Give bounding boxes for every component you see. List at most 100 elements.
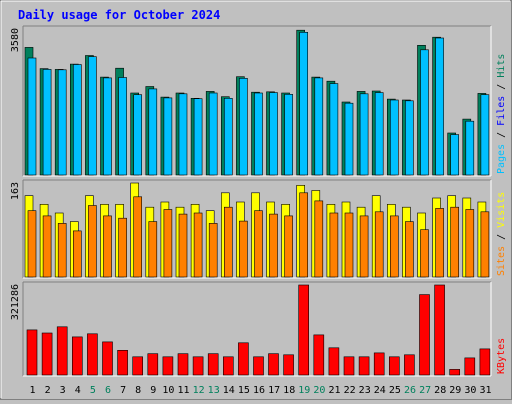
side-label-separator: / xyxy=(496,78,507,96)
bar-sites-day-27 xyxy=(420,229,429,278)
x-tick-day-18: 18 xyxy=(283,385,295,396)
bar-files-day-1 xyxy=(27,57,37,176)
bar-sites-day-19 xyxy=(299,192,309,278)
bar-sites-day-15 xyxy=(239,220,248,278)
bar-kbytes-day-26 xyxy=(404,354,415,376)
bar-sites-day-10 xyxy=(163,209,173,278)
bar-sites-day-12 xyxy=(193,212,203,278)
x-tick-day-11: 11 xyxy=(177,385,189,396)
bar-files-day-12 xyxy=(193,98,203,176)
bar-kbytes-day-19 xyxy=(298,284,310,376)
y-max-label-hits-files-pages: 3580 xyxy=(10,28,21,52)
bar-files-day-16 xyxy=(254,92,263,176)
x-tick-day-12: 12 xyxy=(193,385,205,396)
bar-kbytes-day-28 xyxy=(434,284,445,376)
x-tick-day-22: 22 xyxy=(344,385,356,396)
bar-files-day-19 xyxy=(299,31,309,176)
bar-kbytes-day-9 xyxy=(147,353,159,376)
bar-kbytes-day-30 xyxy=(464,357,476,376)
x-tick-day-24: 24 xyxy=(374,385,386,396)
bar-files-day-17 xyxy=(269,92,278,176)
bar-files-day-21 xyxy=(329,83,339,176)
x-tick-day-31: 31 xyxy=(479,385,491,396)
x-tick-day-15: 15 xyxy=(238,385,250,396)
bar-files-day-13 xyxy=(208,92,218,176)
x-tick-day-9: 9 xyxy=(150,385,156,396)
bar-sites-day-7 xyxy=(118,217,127,278)
bar-kbytes-day-12 xyxy=(192,356,204,376)
bar-sites-day-28 xyxy=(435,208,444,278)
bar-sites-day-9 xyxy=(148,221,158,278)
bar-files-day-8 xyxy=(133,94,142,176)
bar-kbytes-day-21 xyxy=(328,347,340,376)
bar-files-day-28 xyxy=(435,37,444,176)
side-label-visits: Visits xyxy=(496,192,507,228)
side-label-sites: Sites xyxy=(496,246,507,276)
x-tick-day-26: 26 xyxy=(404,385,416,396)
x-tick-labels: 1 2 3 4 5 6 7 8 9 10 11 12 13 14 15 16 17 18 19 20 21 22 23 24 2… xyxy=(29,385,491,396)
bar-kbytes-day-25 xyxy=(388,356,400,376)
bar-kbytes-day-4 xyxy=(72,336,83,376)
bar-kbytes-day-10 xyxy=(162,356,174,376)
x-tick-day-3: 3 xyxy=(60,385,66,396)
bar-kbytes-day-27 xyxy=(419,294,430,376)
bar-sites-day-30 xyxy=(465,209,475,278)
bar-kbytes-day-7 xyxy=(117,349,128,376)
bar-files-day-14 xyxy=(224,98,233,176)
bar-kbytes-day-17 xyxy=(268,353,279,376)
side-label-separator: / xyxy=(496,228,507,246)
x-tick-day-28: 28 xyxy=(434,385,446,396)
bar-sites-day-16 xyxy=(254,210,263,278)
bar-files-day-2 xyxy=(42,69,52,176)
x-tick-day-1: 1 xyxy=(29,385,35,396)
x-tick-day-8: 8 xyxy=(135,385,141,396)
x-tick-day-5: 5 xyxy=(90,385,96,396)
bar-files-day-27 xyxy=(420,49,429,176)
chart-title: Daily usage for October 2024 xyxy=(18,8,220,22)
y-max-labels: 3580 163 321286 xyxy=(10,28,21,320)
bar-files-day-7 xyxy=(118,77,127,176)
bar-sites-day-29 xyxy=(450,206,460,278)
bar-sites-day-24 xyxy=(374,211,384,278)
bar-files-day-24 xyxy=(374,92,384,176)
bar-sites-day-31 xyxy=(480,211,490,278)
y-max-label-kbytes: 321286 xyxy=(10,284,21,320)
bar-sites-day-11 xyxy=(178,213,188,278)
bar-kbytes-day-18 xyxy=(283,354,294,376)
bar-files-day-9 xyxy=(148,88,158,176)
series-side-labels: Pages / Files / Hits Sites / Visits KBytes xyxy=(496,54,507,374)
bar-kbytes-day-5 xyxy=(87,333,98,376)
side-label-files: Files xyxy=(496,96,507,126)
bar-kbytes-day-24 xyxy=(373,352,385,376)
bar-files-day-29 xyxy=(450,134,460,176)
x-tick-day-14: 14 xyxy=(223,385,235,396)
side-label-hits-files-pages: Pages / Files / Hits xyxy=(496,54,507,174)
x-tick-day-20: 20 xyxy=(313,385,325,396)
side-label-pages: Pages xyxy=(496,144,507,174)
x-tick-day-13: 13 xyxy=(208,385,220,396)
bar-sites-day-18 xyxy=(284,215,293,278)
x-tick-day-2: 2 xyxy=(45,385,51,396)
x-tick-day-10: 10 xyxy=(162,385,174,396)
x-tick-day-30: 30 xyxy=(464,385,476,396)
bar-files-day-26 xyxy=(405,100,414,176)
bar-kbytes-day-13 xyxy=(207,353,219,376)
bar-files-day-5 xyxy=(88,56,97,176)
bar-files-day-25 xyxy=(389,99,399,176)
bar-files-day-4 xyxy=(73,64,82,176)
x-tick-day-25: 25 xyxy=(389,385,401,396)
x-tick-day-23: 23 xyxy=(359,385,371,396)
bar-kbytes-day-8 xyxy=(132,356,143,376)
bar-marks xyxy=(24,29,491,376)
bar-kbytes-day-31 xyxy=(479,348,491,376)
bar-kbytes-day-6 xyxy=(102,341,113,376)
bar-kbytes-day-23 xyxy=(358,356,370,376)
side-label-visits-sites: Sites / Visits xyxy=(496,192,507,276)
bar-sites-day-2 xyxy=(42,215,52,278)
bar-sites-day-14 xyxy=(224,206,233,278)
bar-kbytes-day-1 xyxy=(26,329,38,376)
bar-sites-day-23 xyxy=(359,215,369,278)
x-tick-day-6: 6 xyxy=(105,385,111,396)
bar-files-day-31 xyxy=(480,94,490,176)
bar-files-day-23 xyxy=(359,93,369,176)
